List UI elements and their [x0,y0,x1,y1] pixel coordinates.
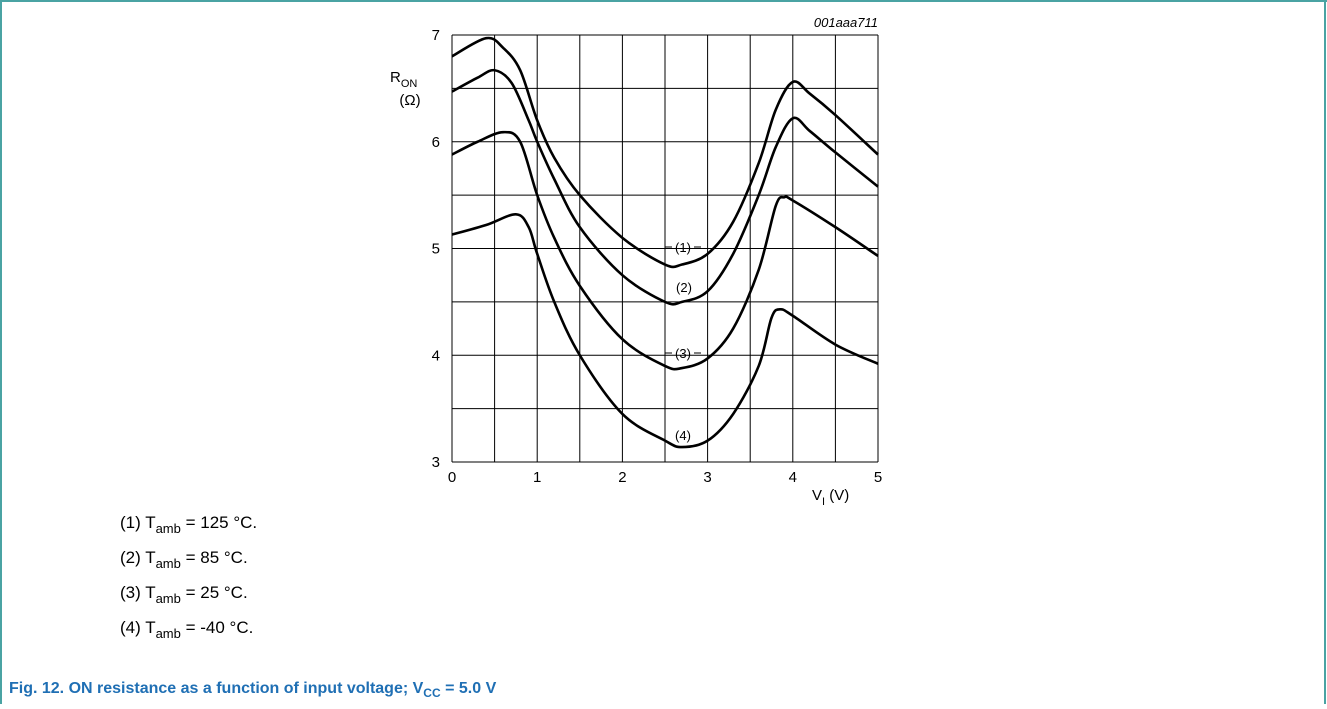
note-sub: amb [156,626,181,641]
note-prefix: (2) T [120,548,156,567]
series-line [451,130,879,371]
x-tick-label: 0 [448,469,456,486]
series-line [451,213,879,449]
note-sub: amb [156,521,181,536]
series-label: (3) [675,346,691,361]
x-tick-label: 2 [618,469,626,486]
x-axis-label-main: V [812,487,822,504]
series-label: (1) [675,240,691,255]
x-tick-label: 4 [789,469,797,486]
note-sub: amb [156,556,181,571]
caption-suffix: = 5.0 V [441,680,497,697]
chart: 0 1 2 3 4 5 3 4 5 6 7 RON (Ω) VI (V) 001aaa711 (1) (2) (3… [9,15,882,700]
note-prefix: (1) T [120,513,156,532]
note-suffix: = 25 °C. [181,583,248,602]
figure-code: 001aaa711 [814,15,878,30]
note-suffix: = 125 °C. [181,513,257,532]
caption-prefix: Fig. 12. ON resistance as a function of … [9,680,424,697]
y-axis-label: RON [390,69,417,90]
figure-caption: Fig. 12. ON resistance as a function of … [9,680,497,700]
note: (2) Tamb = 85 °C. [120,548,248,571]
series-line [451,36,879,269]
note: (1) Tamb = 125 °C. [120,513,257,536]
y-tick-label: 4 [432,347,440,364]
note: (3) Tamb = 25 °C. [120,583,248,606]
y-tick-label: 3 [432,454,440,471]
x-tick-label: 1 [533,469,541,486]
series-label: (4) [675,428,691,443]
series-label: (2) [676,280,692,295]
x-tick-label: 3 [703,469,711,486]
note-suffix: = 85 °C. [181,548,248,567]
note-suffix: = -40 °C. [181,618,253,637]
y-tick-label: 7 [432,27,440,44]
x-axis-label: VI (V) [812,487,849,508]
note-prefix: (4) T [120,618,156,637]
y-axis-label-main: R [390,69,401,86]
x-tick-label: 5 [874,469,882,486]
y-tick-label: 5 [432,241,440,258]
x-axis-label-sub: I [822,496,825,508]
note: (4) Tamb = -40 °C. [120,618,253,641]
series-line [451,68,879,306]
note-prefix: (3) T [120,583,156,602]
y-axis-label-sub: ON [401,78,418,90]
note-sub: amb [156,591,181,606]
caption-sub: CC [423,686,441,700]
y-tick-label: 6 [432,134,440,151]
x-axis-label-unit: (V) [825,487,849,504]
y-axis-unit: (Ω) [399,92,420,109]
